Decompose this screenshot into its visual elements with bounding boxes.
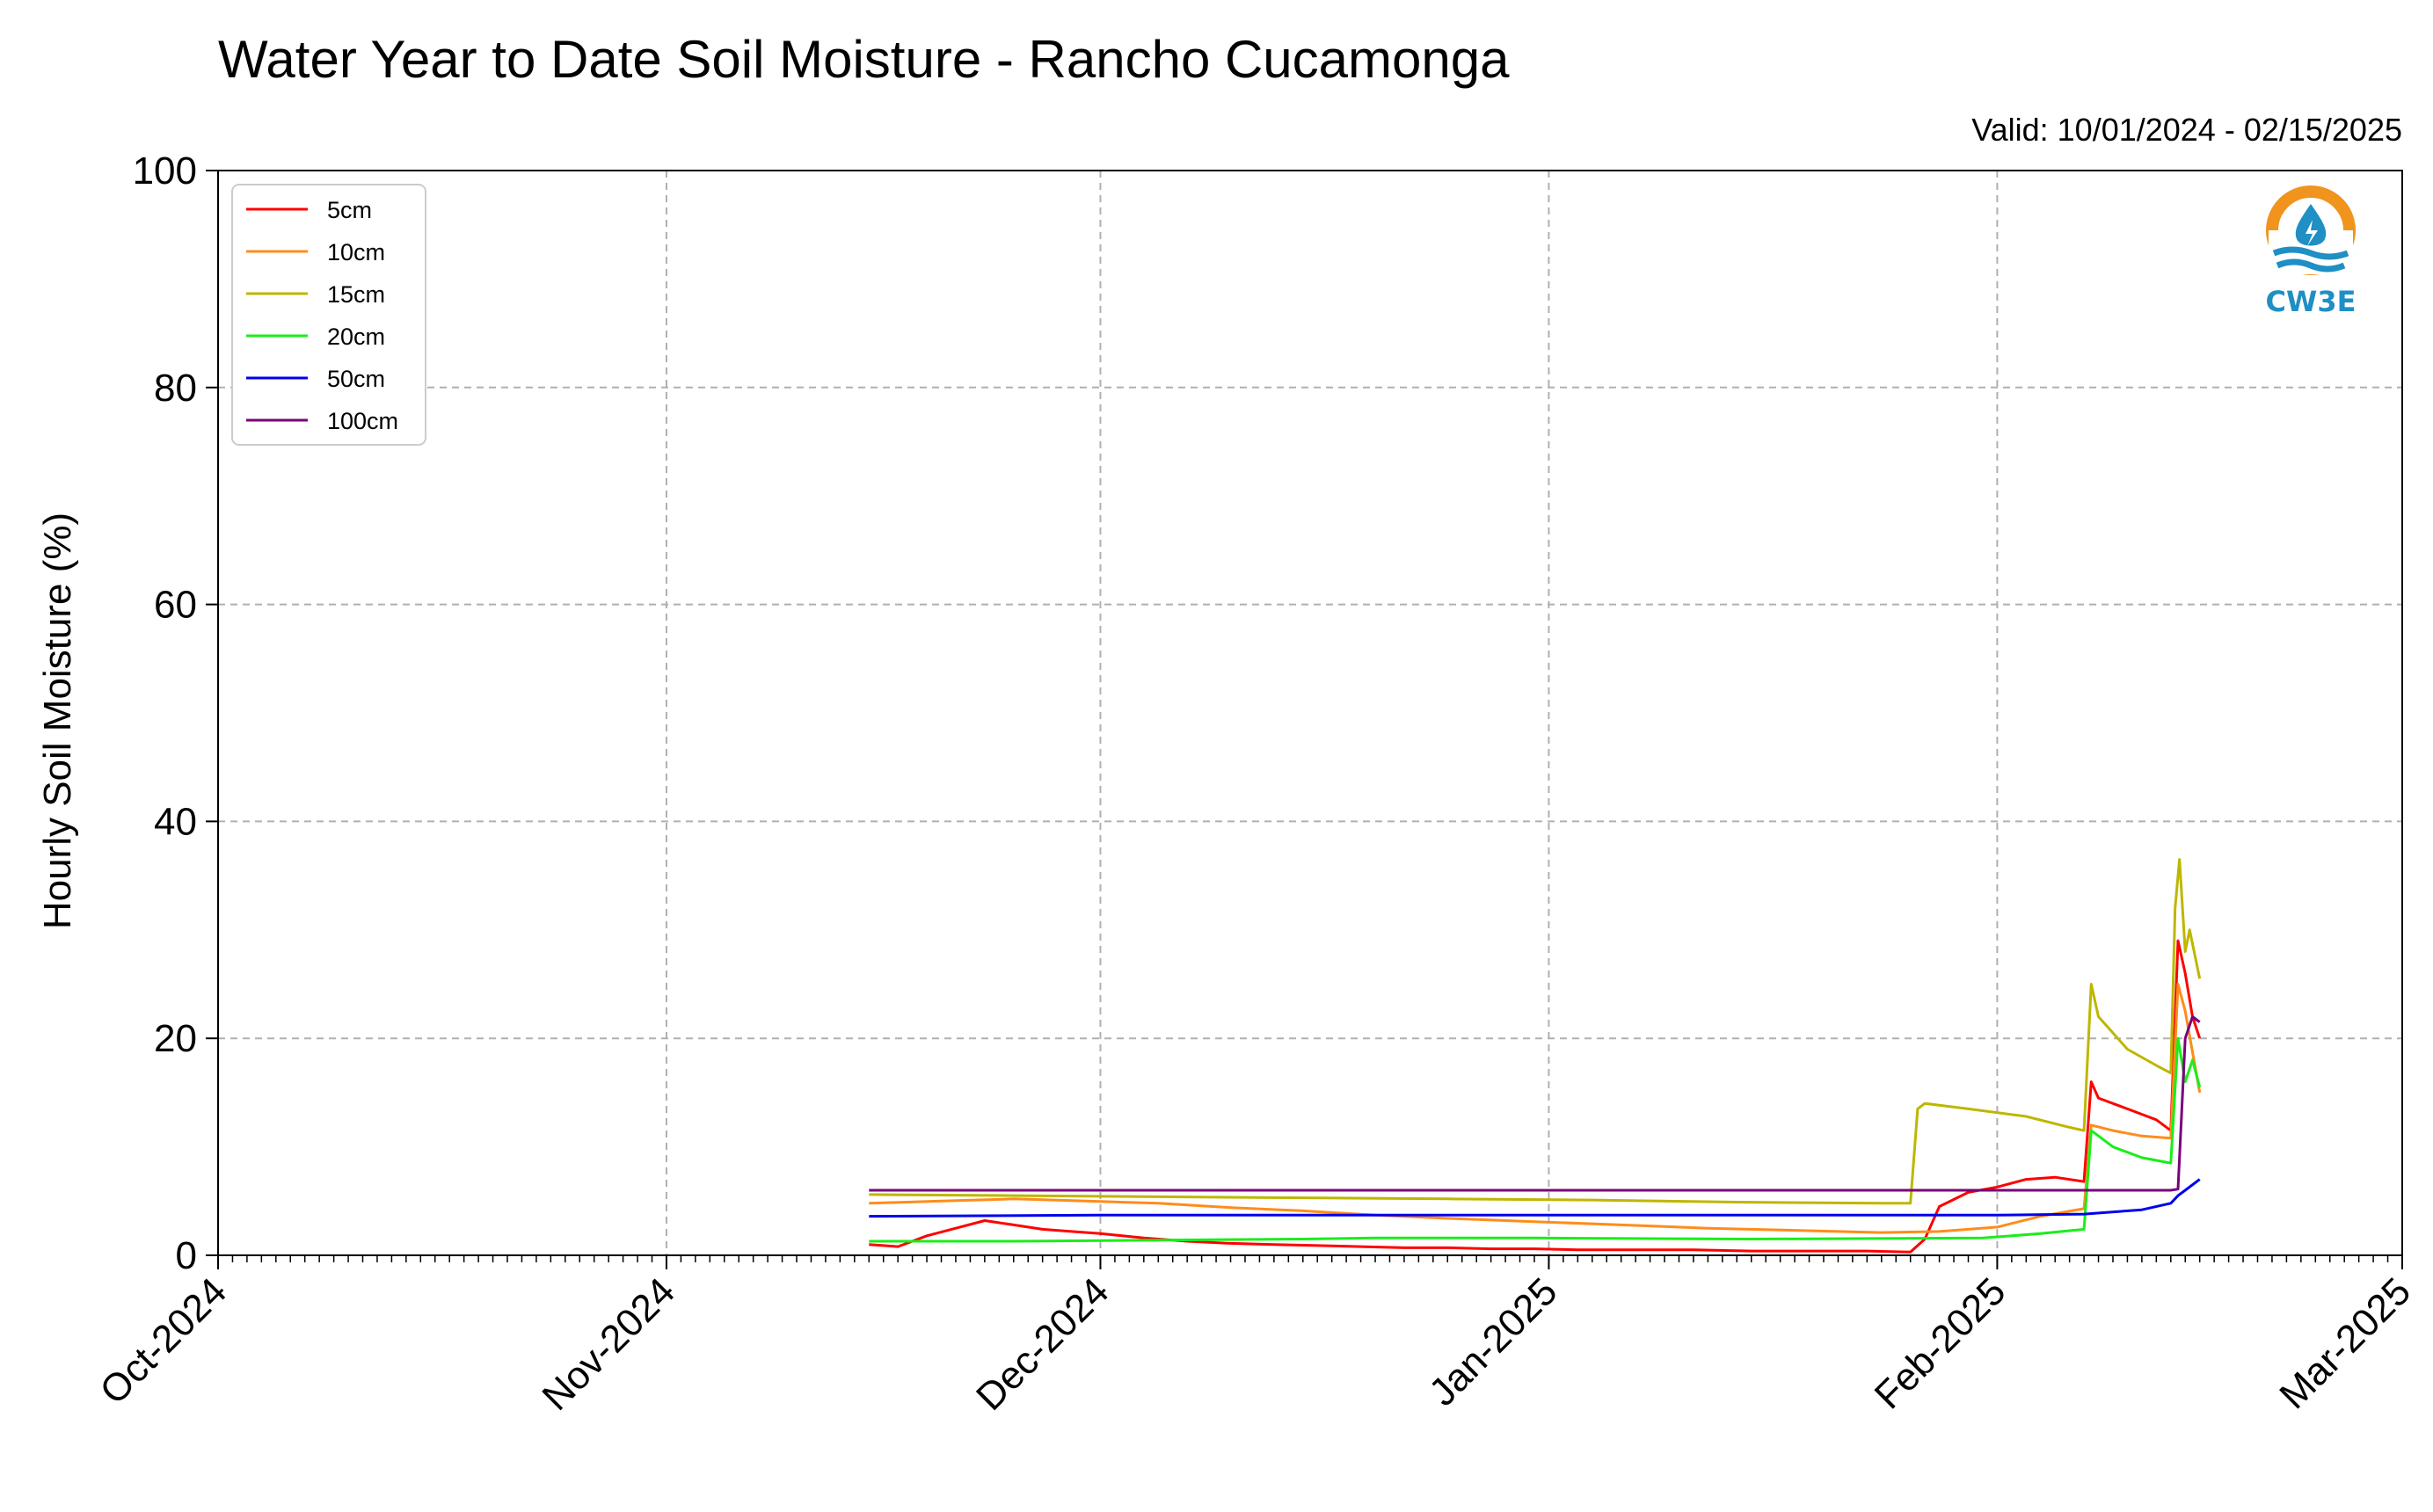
legend-label-15cm: 15cm: [327, 281, 385, 308]
y-tick-label: 60: [154, 584, 197, 627]
x-tick-label: Feb-2025: [1867, 1269, 2014, 1417]
series-line-20cm: [869, 1036, 2202, 1243]
chart-subtitle: Valid: 10/01/2024 - 02/15/2025: [1971, 112, 2402, 148]
y-tick-label: 40: [154, 800, 197, 843]
series-line-5cm: [869, 939, 2202, 1254]
legend-label-20cm: 20cm: [327, 323, 385, 350]
legend-label-50cm: 50cm: [327, 366, 385, 392]
legend: 5cm 10cm 15cm 20cm 50cm 100cm: [231, 184, 426, 446]
x-tick-label: Nov-2024: [534, 1269, 683, 1419]
legend-label-5cm: 5cm: [327, 197, 372, 223]
y-tick-label: 20: [154, 1017, 197, 1060]
series-lines: [869, 858, 2202, 1254]
series-line-15cm: [869, 858, 2202, 1205]
series-line-50cm: [869, 1178, 2201, 1218]
plot-frame: [217, 170, 2403, 1256]
y-tick-label: 80: [154, 367, 197, 410]
x-tick-labels: Oct-2024 Nov-2024 Dec-2024 Jan-2025 Feb-2025…: [91, 1269, 2419, 1419]
series-line-100cm: [869, 1015, 2201, 1192]
legend-box: [231, 184, 426, 446]
chart-title: Water Year to Date Soil Moisture - Ranch…: [218, 30, 1510, 89]
x-tick-label: Dec-2024: [968, 1269, 1118, 1419]
cw3e-logo: CW3E: [2266, 185, 2357, 318]
x-tick-label: Mar-2025: [2271, 1269, 2419, 1417]
logo-text: CW3E: [2266, 285, 2357, 318]
legend-label-100cm: 100cm: [327, 408, 398, 434]
grid-lines: [218, 171, 2402, 1255]
y-tick-label: 0: [176, 1234, 197, 1277]
y-tick-label: 100: [133, 149, 197, 193]
legend-label-10cm: 10cm: [327, 239, 385, 265]
y-axis-label: Hourly Soil Moisture (%): [36, 512, 79, 929]
series-line-10cm: [869, 983, 2202, 1234]
x-tick-label: Oct-2024: [91, 1269, 235, 1413]
x-tick-label: Jan-2025: [1421, 1269, 1565, 1414]
y-tick-labels: 0 20 40 60 80 100: [133, 149, 197, 1277]
axis-ticks: [206, 170, 2403, 1269]
